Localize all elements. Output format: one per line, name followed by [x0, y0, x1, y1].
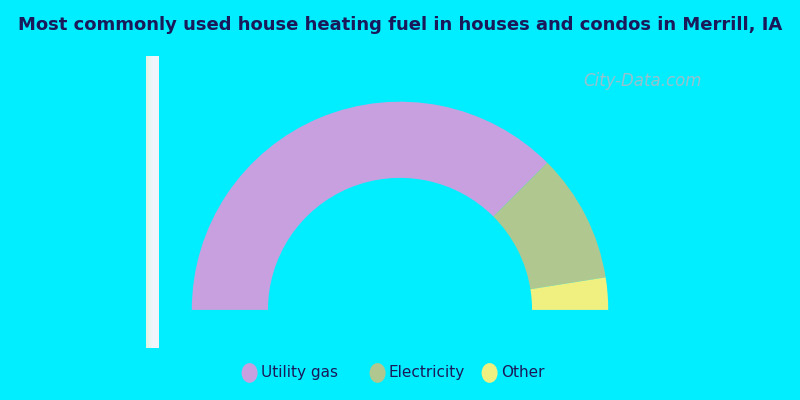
Bar: [147, 56, 154, 348]
Bar: [150, 56, 157, 348]
Bar: [146, 56, 154, 348]
Bar: [146, 56, 154, 348]
Bar: [151, 56, 158, 348]
Bar: [149, 56, 155, 348]
Wedge shape: [530, 277, 608, 310]
Bar: [152, 56, 158, 348]
Bar: [147, 56, 154, 348]
Bar: [150, 56, 157, 348]
Bar: [151, 56, 158, 348]
Bar: [150, 56, 158, 348]
Bar: [152, 56, 159, 348]
Bar: [151, 56, 158, 348]
Ellipse shape: [482, 363, 498, 383]
Bar: [152, 56, 158, 348]
Bar: [149, 56, 155, 348]
Bar: [148, 56, 155, 348]
Bar: [146, 56, 154, 348]
Bar: [147, 56, 154, 348]
Bar: [151, 56, 158, 348]
Bar: [148, 56, 155, 348]
Bar: [146, 56, 154, 348]
Bar: [146, 56, 153, 348]
Bar: [149, 56, 156, 348]
Bar: [147, 56, 154, 348]
Text: City-Data.com: City-Data.com: [583, 72, 702, 90]
Bar: [150, 56, 158, 348]
Bar: [150, 56, 158, 348]
Text: Most commonly used house heating fuel in houses and condos in Merrill, IA: Most commonly used house heating fuel in…: [18, 16, 782, 34]
Text: Electricity: Electricity: [389, 366, 465, 380]
Bar: [148, 56, 154, 348]
Wedge shape: [192, 102, 547, 310]
Bar: [150, 56, 157, 348]
Bar: [149, 56, 156, 348]
Bar: [146, 56, 153, 348]
Text: Other: Other: [501, 366, 544, 380]
Bar: [149, 56, 155, 348]
Bar: [148, 56, 155, 348]
Bar: [152, 56, 159, 348]
Bar: [147, 56, 154, 348]
Bar: [146, 56, 154, 348]
Bar: [147, 56, 154, 348]
Bar: [147, 56, 154, 348]
Bar: [149, 56, 155, 348]
Bar: [151, 56, 158, 348]
Bar: [147, 56, 154, 348]
Bar: [150, 56, 157, 348]
Wedge shape: [494, 163, 606, 289]
Bar: [152, 56, 158, 348]
Bar: [152, 56, 159, 348]
Bar: [150, 56, 157, 348]
Bar: [149, 56, 156, 348]
Bar: [151, 56, 158, 348]
Bar: [150, 56, 156, 348]
Bar: [150, 56, 157, 348]
Bar: [151, 56, 158, 348]
Bar: [150, 56, 156, 348]
Bar: [148, 56, 155, 348]
Bar: [149, 56, 156, 348]
Bar: [147, 56, 154, 348]
Bar: [152, 56, 159, 348]
Bar: [150, 56, 158, 348]
Bar: [148, 56, 155, 348]
Bar: [151, 56, 158, 348]
Bar: [150, 56, 157, 348]
Bar: [148, 56, 154, 348]
Bar: [151, 56, 158, 348]
Bar: [152, 56, 159, 348]
Bar: [149, 56, 156, 348]
Bar: [150, 56, 157, 348]
Bar: [147, 56, 154, 348]
Bar: [150, 56, 158, 348]
Bar: [150, 56, 156, 348]
Bar: [150, 56, 158, 348]
Bar: [148, 56, 154, 348]
Ellipse shape: [242, 363, 258, 383]
Bar: [152, 56, 158, 348]
Text: Utility gas: Utility gas: [261, 366, 338, 380]
Ellipse shape: [370, 363, 386, 383]
Bar: [150, 56, 157, 348]
Bar: [150, 56, 156, 348]
Bar: [146, 56, 153, 348]
Bar: [146, 56, 153, 348]
Bar: [147, 56, 154, 348]
Bar: [148, 56, 155, 348]
Bar: [151, 56, 158, 348]
Bar: [148, 56, 154, 348]
Bar: [152, 56, 159, 348]
Bar: [150, 56, 157, 348]
Bar: [149, 56, 156, 348]
